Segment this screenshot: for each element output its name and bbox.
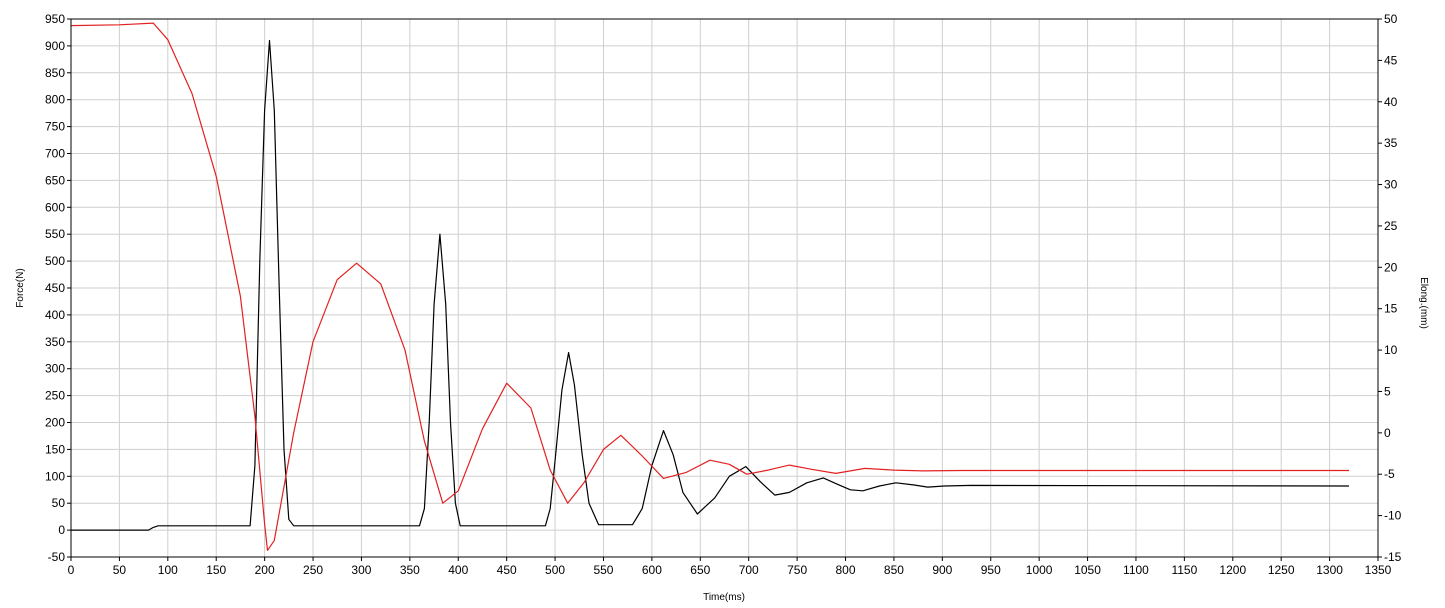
y-right-tick-label: 0 bbox=[1384, 426, 1391, 440]
y-right-tick-label: 50 bbox=[1384, 12, 1398, 26]
x-tick-label: 1100 bbox=[1123, 563, 1149, 577]
x-tick-label: 600 bbox=[642, 563, 662, 577]
y-left-tick-label: -50 bbox=[48, 550, 66, 564]
x-tick-label: 450 bbox=[497, 563, 517, 577]
x-tick-label: 250 bbox=[303, 563, 323, 577]
y-left-tick-label: 700 bbox=[45, 147, 65, 161]
y-left-tick-label: 550 bbox=[45, 227, 65, 241]
y-left-tick-label: 850 bbox=[45, 66, 65, 80]
ticks-layer: 0 50 100 150 200 250 300 350 400 450 500 550 600 650 7… bbox=[45, 12, 1402, 577]
x-tick-label: 500 bbox=[545, 563, 565, 577]
x-tick-label: 1250 bbox=[1268, 563, 1295, 577]
y-left-tick-label: 300 bbox=[45, 362, 65, 376]
x-tick-label: 50 bbox=[113, 563, 127, 577]
x-tick-label: 400 bbox=[448, 563, 468, 577]
y-left-tick-label: 450 bbox=[45, 281, 65, 295]
x-tick-label: 750 bbox=[787, 563, 807, 577]
x-tick-label: 150 bbox=[206, 563, 226, 577]
x-tick-label: 850 bbox=[884, 563, 904, 577]
y-left-tick-label: 100 bbox=[45, 469, 65, 483]
y-right-tick-label: 15 bbox=[1384, 302, 1398, 316]
x-tick-label: 1150 bbox=[1171, 563, 1197, 577]
x-tick-label: 1300 bbox=[1316, 563, 1343, 577]
y-right-tick-label: -10 bbox=[1384, 509, 1402, 523]
x-tick-label: 300 bbox=[351, 563, 371, 577]
y-right-tick-label: 40 bbox=[1384, 95, 1398, 109]
elongation-line bbox=[70, 22, 1349, 552]
x-tick-label: 900 bbox=[932, 563, 952, 577]
y-left-tick-label: 800 bbox=[45, 93, 65, 107]
x-tick-label: 1000 bbox=[1026, 563, 1053, 577]
x-axis-title: Time(ms) bbox=[703, 592, 745, 603]
y-left-tick-label: 750 bbox=[45, 120, 65, 134]
y-left-tick-label: 600 bbox=[45, 200, 65, 214]
x-tick-label: 650 bbox=[690, 563, 710, 577]
grid bbox=[70, 18, 1379, 558]
y-left-tick-label: 250 bbox=[45, 389, 65, 403]
y-right-tick-label: 25 bbox=[1384, 219, 1398, 233]
x-tick-label: 800 bbox=[836, 563, 856, 577]
y-left-tick-label: 650 bbox=[45, 173, 65, 187]
y-left-tick-label: 150 bbox=[45, 442, 65, 456]
y-right-tick-label: -15 bbox=[1384, 550, 1402, 564]
y-left-tick-label: 950 bbox=[45, 12, 65, 26]
x-tick-label: 350 bbox=[400, 563, 420, 577]
y-right-tick-label: 35 bbox=[1384, 136, 1398, 150]
y-left-tick-label: 350 bbox=[45, 335, 65, 349]
y-left-tick-label: 900 bbox=[45, 39, 65, 53]
y-left-tick-label: 50 bbox=[52, 496, 66, 510]
y-axis-right-title: Elong.(mm) bbox=[1418, 277, 1429, 329]
y-axis-left-title: Force(N) bbox=[15, 268, 26, 307]
y-left-tick-label: 200 bbox=[45, 416, 65, 430]
y-left-tick-label: 500 bbox=[45, 254, 65, 268]
x-tick-label: 0 bbox=[68, 563, 75, 577]
y-left-tick-label: 0 bbox=[58, 523, 65, 537]
series-layer bbox=[70, 22, 1350, 552]
x-tick-label: 100 bbox=[158, 563, 178, 577]
y-right-tick-label: 30 bbox=[1384, 178, 1398, 192]
y-right-tick-label: 10 bbox=[1384, 343, 1398, 357]
y-right-tick-label: 20 bbox=[1384, 260, 1398, 274]
y-right-tick-label: -5 bbox=[1384, 467, 1395, 481]
x-tick-label: 700 bbox=[739, 563, 759, 577]
force-line bbox=[71, 39, 1350, 531]
x-tick-label: 550 bbox=[593, 563, 613, 577]
x-tick-label: 1350 bbox=[1365, 563, 1392, 577]
y-right-tick-label: 45 bbox=[1384, 53, 1398, 67]
y-left-tick-label: 400 bbox=[45, 308, 65, 322]
x-tick-label: 1200 bbox=[1219, 563, 1246, 577]
x-tick-label: 950 bbox=[981, 563, 1001, 577]
x-tick-label: 1050 bbox=[1074, 563, 1101, 577]
y-right-tick-label: 5 bbox=[1384, 384, 1391, 398]
x-tick-label: 200 bbox=[255, 563, 275, 577]
